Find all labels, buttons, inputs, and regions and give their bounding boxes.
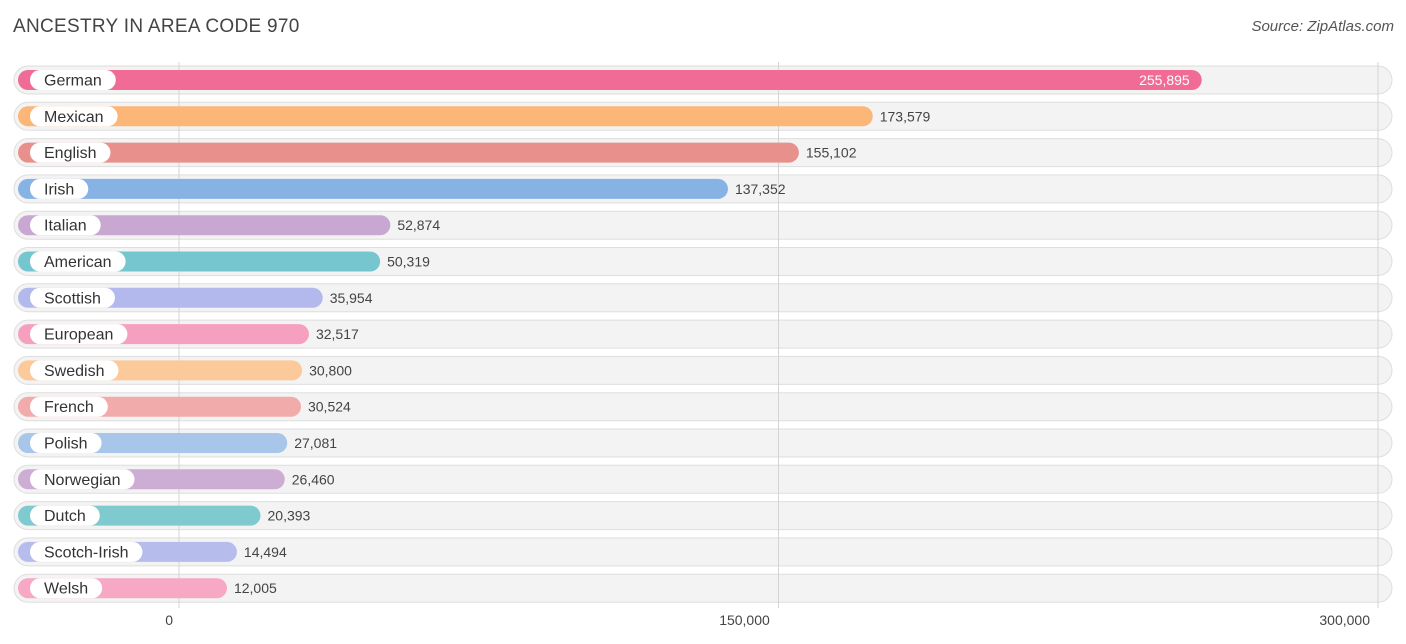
category-label-pill — [30, 396, 108, 417]
category-label-pill — [30, 433, 102, 453]
value-label: 137,352 — [735, 181, 786, 197]
bar-german[interactable] — [18, 70, 1202, 90]
category-label-pill — [30, 142, 111, 163]
row-background — [13, 283, 1393, 313]
category-label: Italian — [44, 218, 87, 235]
category-label-pill — [30, 469, 135, 490]
bar-italian[interactable] — [18, 215, 391, 236]
value-label: 27,081 — [294, 435, 337, 451]
source-note: Source: ZipAtlas.com — [1251, 18, 1394, 35]
value-label: 173,579 — [880, 108, 931, 124]
category-label-pill — [30, 541, 143, 562]
category-label: Welsh — [44, 581, 88, 598]
value-label: 30,800 — [309, 362, 352, 378]
row-background — [13, 428, 1393, 458]
x-axis-ticks: 0 150,000 300,000 — [165, 612, 1370, 628]
category-label-pill — [30, 178, 89, 199]
row-background — [13, 573, 1393, 603]
bars: German 255,895 Mexican 173,579 English 155,10… — [18, 70, 1202, 599]
category-label-pill — [30, 287, 115, 308]
category-label-pill — [30, 215, 101, 236]
category-label-pill — [30, 251, 126, 272]
row-background — [13, 355, 1393, 385]
category-label: Polish — [44, 436, 88, 453]
category-label-pill — [30, 578, 103, 599]
category-label: Norwegian — [44, 472, 120, 489]
value-label: 155,102 — [806, 145, 857, 161]
value-label: 32,517 — [316, 326, 359, 342]
category-label-pill — [30, 505, 100, 526]
category-label: Dutch — [44, 508, 86, 525]
bar-mexican[interactable] — [18, 106, 873, 127]
row-background — [13, 501, 1393, 531]
category-label: German — [44, 73, 102, 90]
category-label: French — [44, 399, 94, 416]
category-label: Mexican — [44, 109, 104, 126]
category-label: Scottish — [44, 290, 101, 307]
x-tick-label: 300,000 — [1319, 612, 1370, 628]
value-label: 14,494 — [244, 544, 287, 560]
category-label: European — [44, 327, 113, 344]
row-background — [13, 537, 1393, 567]
row-background — [13, 319, 1393, 349]
category-label-pill — [30, 70, 116, 90]
value-label: 26,460 — [292, 471, 335, 487]
row-background — [13, 464, 1393, 494]
chart-title: ANCESTRY IN AREA CODE 970 — [13, 16, 300, 37]
category-label-pill — [30, 360, 119, 381]
category-label-pill — [30, 324, 128, 345]
category-label: American — [44, 254, 112, 271]
value-label: 12,005 — [234, 580, 277, 596]
value-label: 52,874 — [397, 217, 440, 233]
value-label: 30,524 — [308, 399, 351, 415]
value-label: 50,319 — [387, 254, 430, 270]
category-label: English — [44, 145, 96, 162]
bar-english[interactable] — [18, 142, 799, 163]
category-label-pill — [30, 106, 118, 127]
value-label: 255,895 — [1139, 72, 1190, 88]
category-label: Irish — [44, 181, 74, 198]
x-tick-label: 0 — [165, 612, 173, 628]
x-tick-label: 150,000 — [719, 612, 770, 628]
bar-irish[interactable] — [18, 178, 728, 199]
row-background — [13, 392, 1393, 422]
value-label: 35,954 — [330, 290, 373, 306]
category-label: Scotch-Irish — [44, 544, 128, 561]
category-label: Swedish — [44, 363, 104, 380]
value-label: 20,393 — [268, 508, 311, 524]
